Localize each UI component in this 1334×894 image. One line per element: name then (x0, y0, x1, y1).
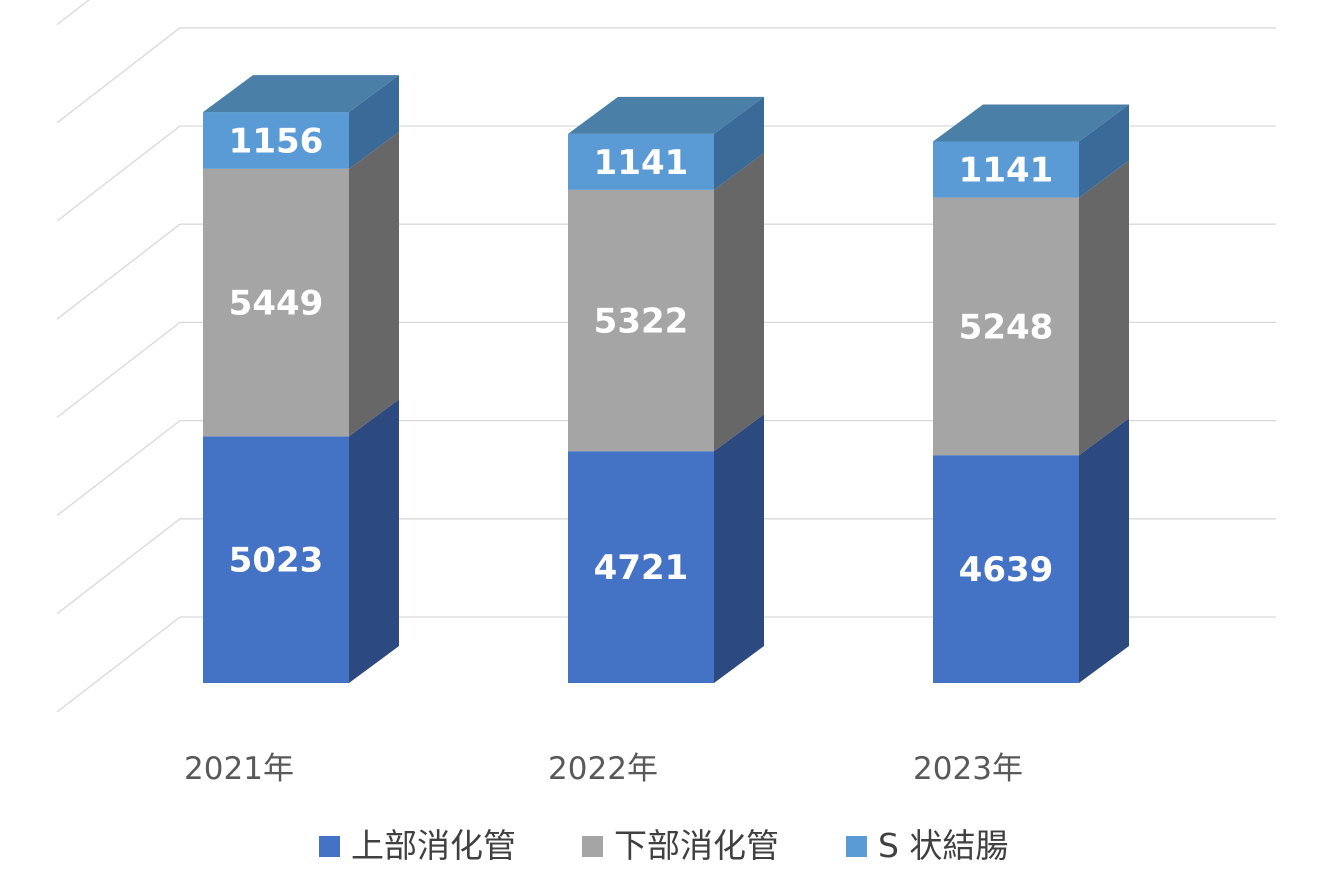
legend-swatch (319, 836, 340, 857)
category-axis-labels: 2021年 2022年 2023年 (184, 751, 1023, 787)
gridline-diagonal (56, 223, 181, 320)
legend-entry-label: 下部消化管 (614, 826, 779, 865)
data-label: 1141 (959, 151, 1054, 191)
category-label: 2021年 (184, 751, 294, 787)
bar-segment-front (203, 436, 349, 683)
data-labels: 5023 5449 1156 4721 5322 1141 4639 5248 1141 (229, 121, 1054, 590)
data-label: 1141 (594, 143, 689, 183)
bar-segment-front (568, 189, 714, 452)
bar-segment-front (203, 168, 349, 437)
gridline-diagonal (56, 125, 181, 222)
legend-entry-label: S 状結腸 (878, 826, 1008, 865)
bar-segment-side (349, 399, 399, 683)
category-label: 2022年 (548, 751, 658, 787)
bar-segment-side (714, 96, 764, 190)
bar-segment-front (568, 133, 714, 190)
bar-top-face (933, 104, 1129, 142)
gridline-diagonal (56, 518, 181, 615)
data-label: 4639 (959, 550, 1054, 590)
bar-segment-side (1079, 418, 1129, 683)
legend: 上部消化管 下部消化管 S 状結腸 (319, 826, 1008, 865)
bar-segment-side (714, 414, 764, 683)
bar-segment-front (933, 455, 1079, 683)
bar-segment-front (203, 112, 349, 169)
gridline-diagonal (56, 27, 181, 124)
gridline-diagonal (56, 616, 181, 713)
gridline-diagonal (56, 321, 181, 418)
gridline-diagonal (56, 420, 181, 517)
bar-segment-side (349, 75, 399, 169)
bar-top-face (203, 75, 399, 113)
bars (203, 75, 1129, 683)
bar-segment-side (714, 152, 764, 452)
bar-segment-side (1079, 104, 1129, 198)
legend-swatch (846, 836, 867, 857)
gridline-diagonal (56, 0, 90, 26)
bar-segment-front (568, 451, 714, 683)
category-label: 2023年 (913, 751, 1023, 787)
legend-entry-label: 上部消化管 (351, 826, 516, 865)
bar-segment-side (349, 131, 399, 437)
data-label: 4721 (594, 548, 689, 588)
data-label: 5322 (594, 302, 689, 342)
data-label: 5248 (959, 307, 1054, 347)
bar-top-face (568, 96, 764, 134)
legend-swatch (582, 836, 603, 857)
bar-segment-front (933, 197, 1079, 456)
data-label: 5023 (229, 541, 324, 581)
data-label: 1156 (229, 121, 324, 161)
bar-segment-front (933, 141, 1079, 198)
data-label: 5449 (229, 284, 324, 324)
bar-segment-side (1079, 160, 1129, 456)
